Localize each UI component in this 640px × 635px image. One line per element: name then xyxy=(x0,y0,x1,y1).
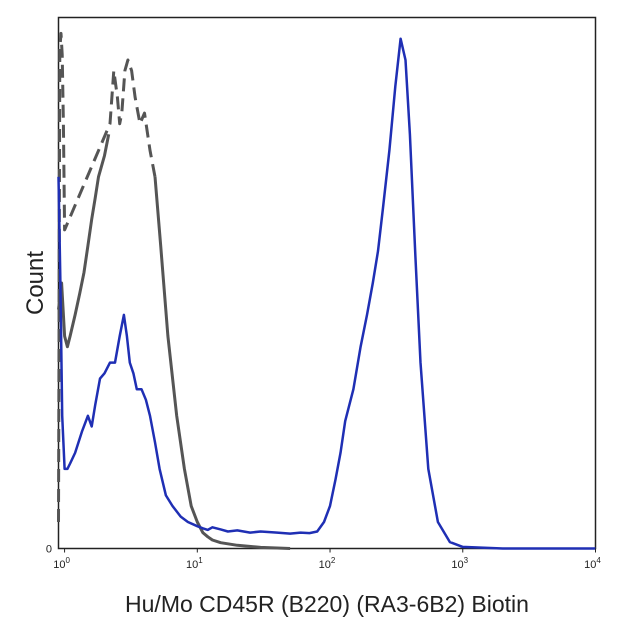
x-tick-label: 104 xyxy=(584,556,601,571)
y-tick-label: 0 xyxy=(46,544,52,556)
x-tick-label: 100 xyxy=(53,556,70,571)
x-tick-label: 103 xyxy=(451,556,468,571)
x-axis-title: Hu/Mo CD45R (B220) (RA3-6B2) Biotin xyxy=(125,591,529,617)
histogram-series-line-1 xyxy=(57,134,111,349)
tick-layer: 100 101 102 103 104 0 xyxy=(46,544,602,572)
histogram-series-line-4 xyxy=(57,37,596,550)
x-tick-label: 101 xyxy=(186,556,203,571)
y-axis-title: Count xyxy=(22,251,49,315)
plot-area-frame xyxy=(57,16,597,550)
x-tick-label: 102 xyxy=(319,556,336,571)
series-layer xyxy=(57,31,596,550)
histogram-series-line-2 xyxy=(57,31,157,523)
